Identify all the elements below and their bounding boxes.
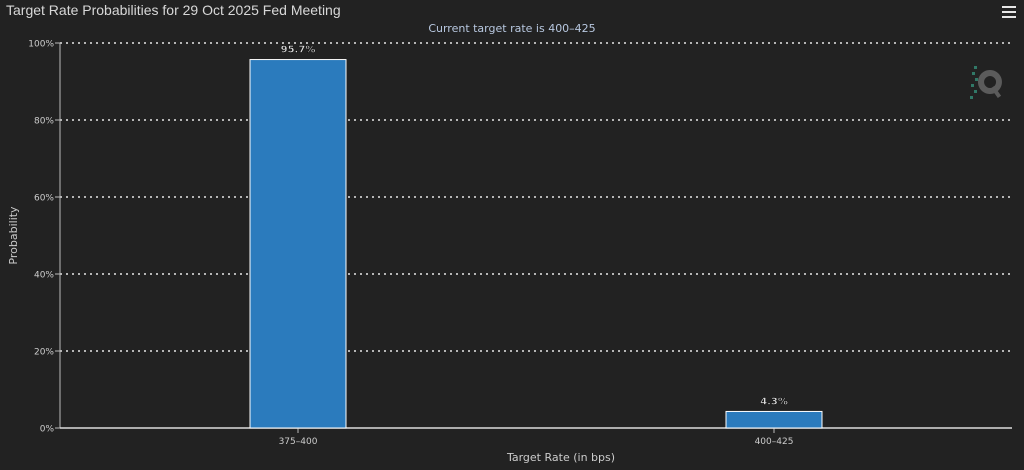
bar[interactable] [249,59,347,429]
bars [249,59,823,429]
y-tick-label: 40% [34,271,54,281]
data-label: 4.3% [760,396,788,407]
chart-title: Target Rate Probabilities for 29 Oct 202… [6,2,341,18]
x-axis-title: Target Rate (in bps) [506,451,615,464]
y-tick-label: 60% [34,194,54,204]
y-tick-label: 100% [28,40,54,50]
y-tick-label: 80% [34,117,54,127]
labels: 0% 20% 40% 60% 80% 100% 95.7% 375–400 4.3% 400–42… [7,40,793,465]
chart-subtitle: Current target rate is 400–425 [428,22,596,35]
y-tick-label: 0% [40,425,55,435]
bar[interactable] [725,410,823,429]
grid-lines [60,42,1012,352]
x-tick-label: 400–425 [755,437,794,447]
x-tick-label: 375–400 [279,437,318,447]
axes [55,42,1012,433]
watermark-logo-icon [970,66,1002,99]
data-label: 95.7% [281,45,316,56]
y-axis-title: Probability [7,206,20,265]
y-tick-label: 20% [34,348,54,358]
hamburger-menu-icon[interactable] [1002,6,1016,20]
